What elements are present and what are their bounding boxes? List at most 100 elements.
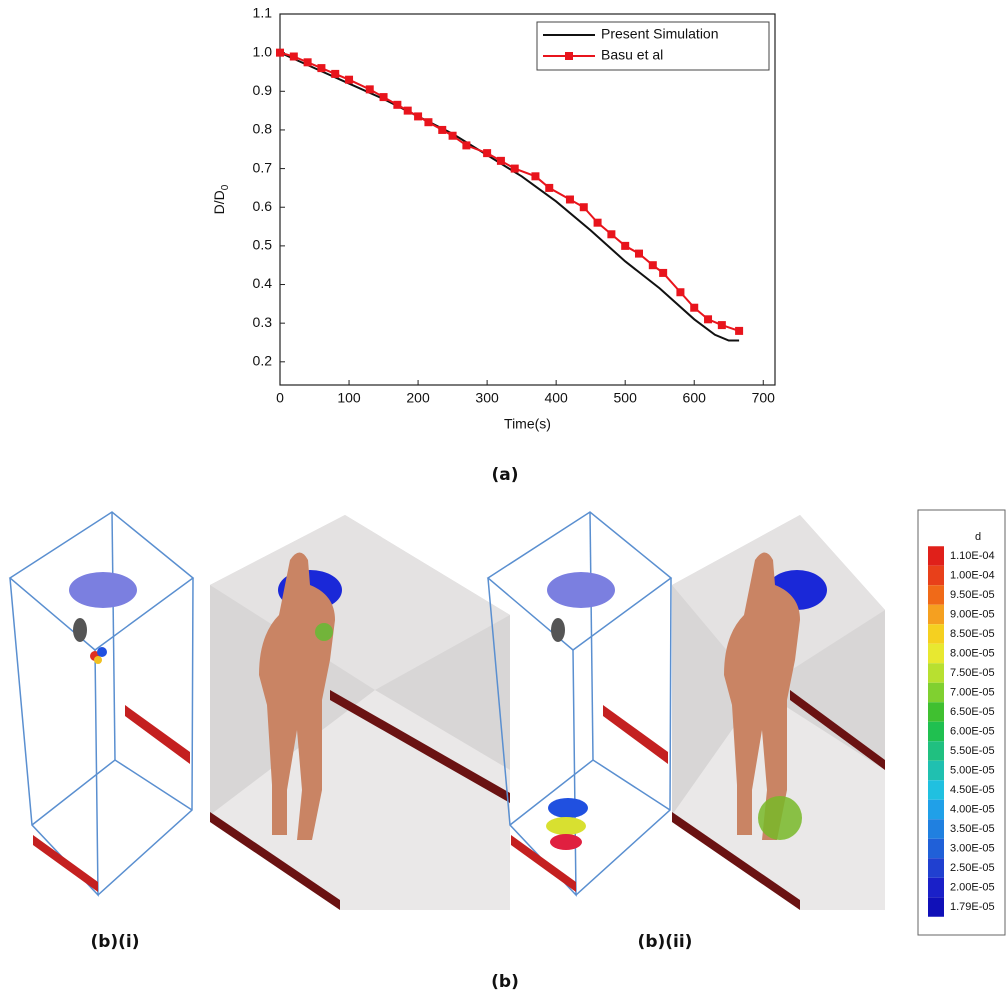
caption: (b)(i) — [90, 932, 139, 952]
data-marker — [448, 131, 457, 140]
data-marker — [276, 48, 284, 57]
data-marker — [496, 156, 505, 165]
colorbar-swatch — [928, 585, 944, 605]
colorbar-label: 3.00E-05 — [950, 842, 995, 854]
data-marker — [365, 85, 374, 94]
colorbar-swatch — [928, 897, 944, 917]
data-marker — [414, 112, 423, 121]
y-tick-label: 0.9 — [253, 82, 273, 98]
colorbar-swatch — [928, 780, 944, 800]
data-marker — [483, 149, 492, 158]
colorbar-swatch — [928, 838, 944, 859]
rendered-scene — [210, 515, 510, 910]
data-marker — [345, 75, 354, 84]
colorbar-label: 8.00E-05 — [950, 647, 995, 659]
colorbar-swatch — [928, 702, 944, 722]
colorbar-label: 5.00E-05 — [950, 764, 995, 776]
data-marker — [331, 69, 340, 78]
colorbar-swatch — [928, 604, 944, 625]
data-marker — [462, 141, 471, 150]
wireframe-scene — [8, 511, 195, 897]
y-tick-label: 1.1 — [253, 5, 273, 21]
data-marker — [579, 203, 588, 212]
data-marker — [593, 218, 602, 227]
x-tick-label: 700 — [752, 390, 776, 406]
data-marker — [621, 241, 630, 250]
caption: (b)(ii) — [638, 932, 693, 952]
data-marker — [690, 303, 699, 312]
data-marker — [510, 164, 519, 173]
data-marker — [289, 52, 298, 61]
colorbar-swatch — [928, 819, 944, 839]
y-tick-label: 0.6 — [253, 198, 273, 214]
x-tick-label: 100 — [337, 390, 361, 406]
legend-marker — [565, 52, 573, 60]
rendered-scene — [672, 515, 885, 910]
data-marker — [704, 315, 713, 324]
wireframe-scene — [486, 511, 673, 897]
x-tick-label: 300 — [475, 390, 499, 406]
colorbar-swatch — [928, 858, 944, 878]
colorbar-label: 7.00E-05 — [950, 686, 995, 698]
data-marker — [531, 172, 540, 181]
caption: (b) — [491, 972, 519, 992]
colorbar-label: 8.50E-05 — [950, 628, 995, 640]
data-marker — [403, 106, 412, 115]
colorbar-label: 1.79E-05 — [950, 901, 995, 913]
colorbar-swatch — [928, 799, 944, 820]
colorbar-swatch — [928, 682, 944, 703]
colorbar-swatch — [928, 721, 944, 742]
colorbar-swatch — [928, 565, 944, 586]
data-marker — [317, 64, 326, 73]
colorbar-label: 2.50E-05 — [950, 862, 995, 874]
data-line — [279, 51, 740, 332]
colorbar-swatch — [928, 760, 944, 781]
data-marker — [393, 100, 402, 109]
colorbar-label: 4.50E-05 — [950, 784, 995, 796]
colorbar-swatch — [928, 663, 944, 683]
y-tick-label: 0.3 — [253, 314, 273, 330]
colorbar-label: 4.00E-05 — [950, 803, 995, 815]
colorbar-title: d — [975, 531, 981, 543]
y-tick-label: 0.5 — [253, 237, 273, 253]
colorbar-label: 6.00E-05 — [950, 725, 995, 737]
x-tick-label: 0 — [276, 390, 284, 406]
data-marker — [379, 93, 388, 102]
data-marker — [648, 261, 657, 270]
x-tick-label: 600 — [683, 390, 707, 406]
colorbar-label: 1.00E-04 — [950, 569, 995, 581]
data-marker — [634, 249, 643, 258]
y-tick-label: 1.0 — [253, 43, 273, 59]
legend-frame — [536, 21, 770, 71]
data-marker — [438, 125, 447, 134]
colorbar-swatch — [928, 643, 944, 664]
colorbar-label: 3.50E-05 — [950, 823, 995, 835]
data-marker — [424, 118, 433, 127]
y-tick-label: 0.2 — [253, 353, 273, 369]
colorbar-label: 6.50E-05 — [950, 706, 995, 718]
x-tick-label: 500 — [614, 390, 638, 406]
colorbar-swatch — [928, 546, 944, 566]
data-marker — [735, 326, 744, 335]
x-axis-label: Time(s) — [504, 416, 551, 432]
data-marker — [659, 268, 668, 277]
plot-frame — [279, 13, 776, 386]
y-tick-label: 0.4 — [253, 275, 273, 291]
caption: (a) — [491, 465, 518, 485]
data-marker — [607, 230, 616, 239]
colorbar-swatch — [928, 624, 944, 644]
colorbar-label: 9.50E-05 — [950, 589, 995, 601]
data-marker — [565, 195, 574, 204]
colorbar-swatch — [928, 741, 944, 761]
colorbar-label: 2.00E-05 — [950, 881, 995, 893]
x-tick-label: 200 — [406, 390, 430, 406]
data-marker — [676, 288, 685, 297]
data-marker — [717, 321, 726, 330]
colorbar-label: 9.00E-05 — [950, 608, 995, 620]
data-line — [279, 51, 740, 342]
colorbar-swatch — [928, 877, 944, 898]
y-tick-label: 0.7 — [253, 159, 273, 175]
y-tick-label: 0.8 — [253, 121, 273, 137]
colorbar-label: 5.50E-05 — [950, 745, 995, 757]
